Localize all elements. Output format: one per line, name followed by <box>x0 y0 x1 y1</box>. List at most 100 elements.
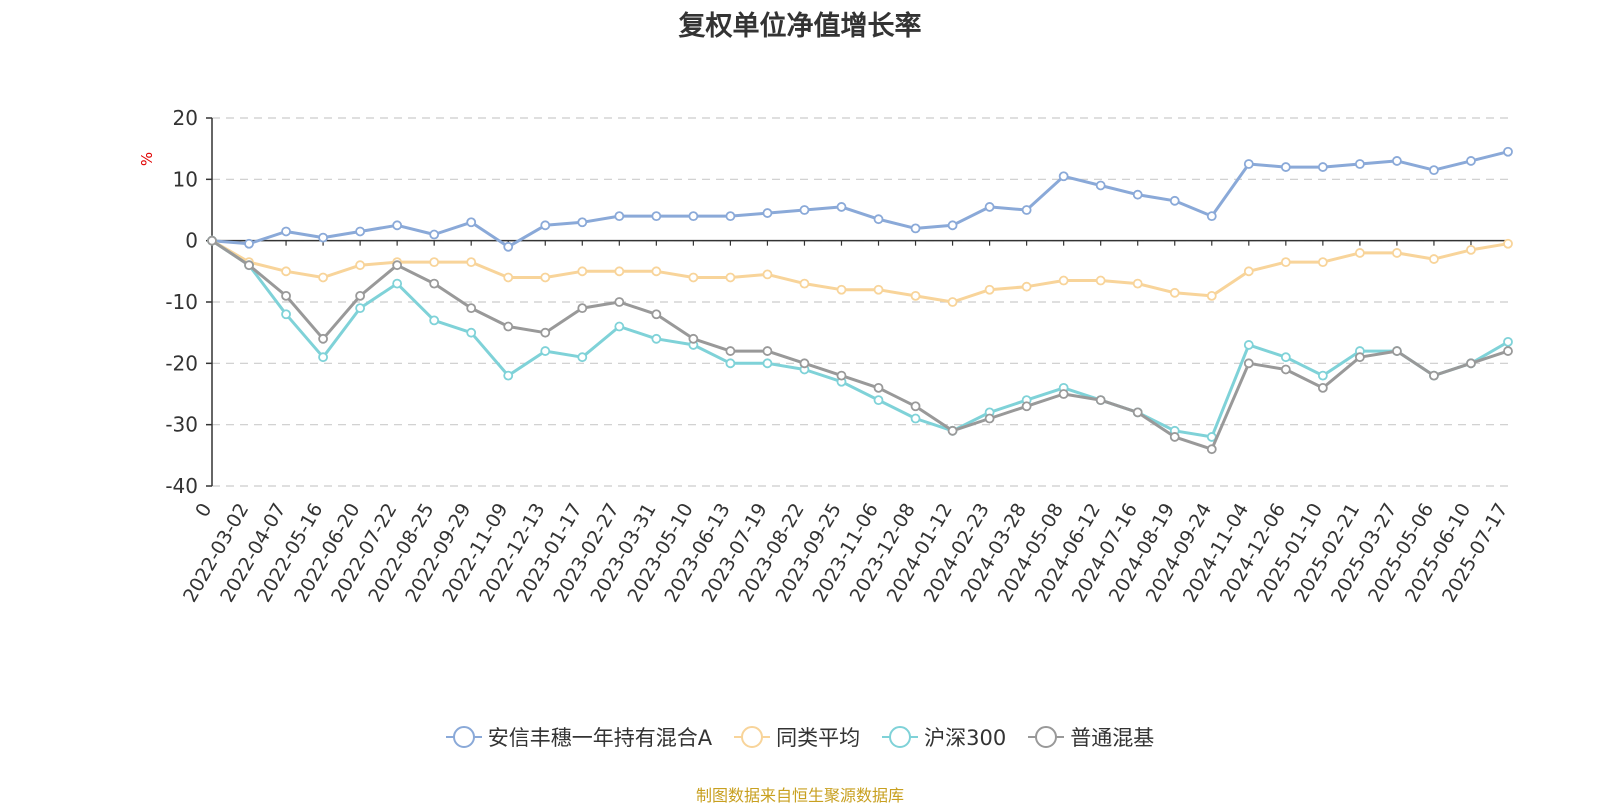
series-3-point <box>651 333 662 344</box>
legend-swatch-icon <box>882 725 919 749</box>
series-2-point <box>1132 278 1143 289</box>
legend-swatch-icon <box>734 725 771 749</box>
chart-plot: 20100-10-20-30-4002022-03-022022-04-0720… <box>165 106 1513 606</box>
series-4-point <box>429 278 440 289</box>
chart-title: 复权单位净值增长率 <box>678 11 922 42</box>
series-1-point <box>1317 162 1328 172</box>
series-1-point <box>466 217 477 228</box>
legend-item-series-2[interactable]: 同类平均 <box>734 722 860 752</box>
series-1-point <box>244 238 254 249</box>
series-1-point <box>984 202 995 212</box>
series-1-point <box>1095 180 1106 191</box>
series-line-2 <box>210 239 1510 304</box>
series-2-point <box>1206 290 1217 301</box>
y-tick-label: 10 <box>173 167 198 191</box>
series-4-point <box>1392 346 1402 356</box>
series-4-point <box>503 321 514 332</box>
y-tick-label: -40 <box>165 474 198 498</box>
series-4-point <box>1169 432 1180 442</box>
series-2-point <box>762 269 773 280</box>
legend-item-series-4[interactable]: 普通混基 <box>1028 722 1154 752</box>
series-2-point <box>1095 275 1106 286</box>
series-2-point <box>799 278 810 289</box>
series-4-point <box>762 346 773 356</box>
series-2-point <box>318 272 328 283</box>
series-4-point <box>466 303 477 314</box>
legend-label: 沪深300 <box>924 726 1007 750</box>
series-4-point <box>1206 444 1217 455</box>
series-3-point <box>281 309 291 320</box>
series-2-point <box>281 266 291 277</box>
series-3-point <box>1243 340 1254 350</box>
series-1-point <box>651 211 662 222</box>
legend-item-series-3[interactable]: 沪深300 <box>882 722 1006 752</box>
series-2-point <box>429 257 440 268</box>
series-1-point <box>1280 162 1291 172</box>
legend-item-series-1[interactable]: 安信丰穗一年持有混合A <box>445 722 712 752</box>
series-4-point <box>984 413 995 424</box>
series-4-point <box>281 290 291 301</box>
series-2-point <box>355 260 366 271</box>
series-2-point <box>1466 244 1476 255</box>
series-1-point <box>1354 159 1365 169</box>
series-4-point <box>207 235 217 246</box>
series-3-point <box>577 352 588 363</box>
series-3-point <box>614 321 625 332</box>
series-2-point <box>1354 248 1365 258</box>
series-4-point <box>910 401 921 412</box>
series-4-point <box>873 382 884 393</box>
series-2-point <box>1021 281 1032 292</box>
series-1-point <box>1058 171 1069 182</box>
series-3-point <box>318 352 328 363</box>
series-2-point <box>873 284 884 295</box>
series-4-point <box>1317 382 1328 393</box>
series-2-point <box>1317 257 1328 268</box>
series-1-point <box>836 202 847 212</box>
series-3-point <box>392 278 403 289</box>
series-2-point <box>503 272 514 283</box>
series-4-point <box>725 346 736 356</box>
series-line-4 <box>210 239 1510 451</box>
series-4-point <box>1243 358 1254 369</box>
series-3-point <box>873 395 884 406</box>
series-1-point <box>1132 189 1143 200</box>
series-1-point <box>1169 195 1180 206</box>
series-2-point <box>540 272 551 283</box>
series-4-point <box>244 260 254 271</box>
series-2-point <box>947 297 958 307</box>
series-2-point <box>577 266 588 277</box>
series-1-point <box>1021 205 1032 215</box>
y-tick-label: -20 <box>165 351 198 375</box>
series-2-point <box>836 284 847 295</box>
series-2-point <box>984 284 995 295</box>
series-3-point <box>1280 352 1291 363</box>
series-4-point <box>688 333 699 344</box>
series-1-point <box>614 211 625 222</box>
series-1-point <box>799 205 810 215</box>
series-2-point <box>1429 254 1439 264</box>
series-4-point <box>392 260 403 271</box>
series-line-1 <box>210 150 1510 249</box>
series-1-point <box>947 220 958 231</box>
series-2-point <box>1169 287 1180 298</box>
series-4-point <box>1503 346 1513 356</box>
chart-legend: 安信丰穗一年持有混合A 同类平均 沪深300 普通混基 <box>0 722 1600 752</box>
legend-swatch-icon <box>1028 725 1065 749</box>
series-3-point <box>910 413 921 424</box>
series-1-point <box>540 220 551 231</box>
y-tick-label: 20 <box>173 106 198 130</box>
series-3-point <box>762 358 773 369</box>
series-3-point <box>1503 336 1513 347</box>
series-4-point <box>1132 407 1143 418</box>
series-2-point <box>1503 238 1513 249</box>
series-2-point <box>910 290 921 301</box>
legend-swatch-icon <box>445 725 482 749</box>
series-line-3 <box>210 239 1510 439</box>
series-1-point <box>1466 156 1476 166</box>
series-4-point <box>1058 389 1069 399</box>
series-4-point <box>836 370 847 381</box>
series-3-point <box>503 370 514 381</box>
series-2-point <box>651 266 662 277</box>
series-2-point <box>1280 257 1291 268</box>
series-3-point <box>466 327 477 338</box>
